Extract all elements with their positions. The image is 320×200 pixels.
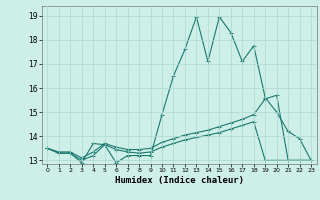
X-axis label: Humidex (Indice chaleur): Humidex (Indice chaleur) [115, 176, 244, 185]
